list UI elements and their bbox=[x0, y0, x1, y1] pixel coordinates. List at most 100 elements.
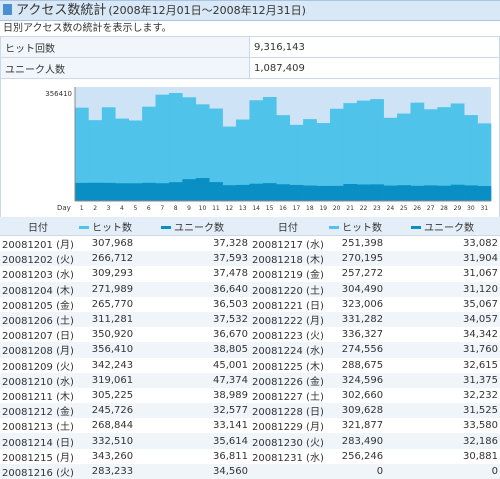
stats-icon bbox=[3, 4, 12, 15]
cell-unique: 31,760 bbox=[385, 342, 500, 358]
hits-bar bbox=[343, 103, 358, 201]
unique-bar bbox=[236, 184, 250, 201]
hits-bar bbox=[289, 124, 304, 201]
cell-hits: 270,195 bbox=[325, 251, 386, 267]
cell-date: 20081212 (金) bbox=[0, 403, 76, 419]
unique-bar bbox=[101, 182, 116, 201]
table-row: 20081201 (月) 307,968 37,328 20081217 (水) 251… bbox=[0, 235, 500, 252]
cell-date: 20081220 (土) bbox=[249, 281, 326, 297]
cell-hits: 265,770 bbox=[75, 296, 136, 312]
unique-bar bbox=[437, 185, 452, 201]
hits-bar bbox=[101, 107, 116, 201]
x-tick-label: 18 bbox=[306, 205, 314, 212]
table-row: 20081209 (火) 342,243 45,001 20081225 (木) 288… bbox=[0, 357, 500, 373]
unique-bar bbox=[343, 184, 358, 201]
unique-bar bbox=[222, 185, 237, 201]
unique-bar bbox=[464, 185, 478, 201]
cell-unique: 31,067 bbox=[385, 266, 500, 282]
cell-unique: 31,525 bbox=[385, 403, 500, 419]
cell-hits: 283,233 bbox=[75, 463, 136, 479]
cell-date: 20081231 (水) bbox=[249, 448, 326, 464]
hits-bar bbox=[437, 107, 452, 201]
x-tick-label: 17 bbox=[293, 205, 301, 212]
unique-bar bbox=[276, 184, 291, 201]
col-unique-header[interactable]: ユニーク数 bbox=[385, 217, 500, 236]
table-row: 20081208 (月) 356,410 38,805 20081224 (水) 274… bbox=[0, 342, 500, 358]
cell-unique: 34,342 bbox=[385, 327, 500, 343]
col-hits-header[interactable]: ヒット数 bbox=[75, 217, 136, 236]
summary-row-unique: ユニーク人数 1,087,409 bbox=[0, 57, 500, 79]
cell-date bbox=[249, 463, 326, 479]
cell-date: 20081222 (月) bbox=[249, 311, 326, 328]
cell-unique: 45,001 bbox=[135, 357, 250, 373]
unique-bar bbox=[182, 179, 197, 201]
cell-hits: 321,877 bbox=[325, 418, 386, 434]
x-tick-label: 26 bbox=[413, 205, 421, 212]
x-tick-label: 27 bbox=[427, 205, 435, 212]
cell-hits: 319,061 bbox=[75, 372, 136, 388]
table-row: 20081203 (水) 309,293 37,478 20081219 (金) 257… bbox=[0, 266, 500, 282]
cell-unique: 35,614 bbox=[135, 433, 250, 449]
cell-hits: 274,556 bbox=[325, 342, 386, 358]
hits-bar bbox=[397, 113, 411, 201]
cell-hits: 331,282 bbox=[325, 311, 386, 328]
cell-date: 20081225 (木) bbox=[249, 357, 326, 373]
cell-hits: 309,293 bbox=[75, 266, 136, 282]
hits-bar bbox=[356, 100, 371, 201]
hits-bar bbox=[75, 107, 89, 201]
cell-unique: 31,904 bbox=[385, 251, 500, 267]
col-unique-header[interactable]: ユニーク数 bbox=[135, 217, 250, 236]
table-row: 20081205 (金) 265,770 36,503 20081221 (日) 323… bbox=[0, 296, 500, 312]
unique-legend-icon bbox=[161, 226, 172, 229]
hits-bar bbox=[142, 106, 156, 201]
cell-date: 20081224 (水) bbox=[249, 342, 326, 358]
x-tick-label: 16 bbox=[279, 205, 287, 212]
daily-header-row: 日付 ヒット数 ユニーク数 日付 ヒット数 ユニーク数 bbox=[0, 217, 500, 236]
cell-date: 20081223 (火) bbox=[249, 327, 326, 343]
cell-date: 20081201 (月) bbox=[0, 235, 76, 252]
x-tick-label: 10 bbox=[199, 205, 207, 212]
x-axis-label: Day bbox=[57, 204, 71, 212]
cell-hits: 283,490 bbox=[325, 433, 386, 449]
unique-bar bbox=[316, 185, 331, 201]
hits-bar bbox=[383, 117, 398, 201]
col-date-header[interactable]: 日付 bbox=[0, 217, 76, 236]
cell-hits: 332,510 bbox=[75, 433, 136, 449]
cell-date: 20081228 (日) bbox=[249, 403, 326, 419]
cell-hits: 309,628 bbox=[325, 403, 386, 419]
unique-legend-icon bbox=[411, 226, 422, 229]
col-hits-header[interactable]: ヒット数 bbox=[325, 217, 386, 236]
cell-unique: 35,067 bbox=[385, 296, 500, 312]
cell-date: 20081211 (木) bbox=[0, 387, 76, 404]
x-tick-label: 5 bbox=[133, 205, 137, 212]
cell-unique: 33,082 bbox=[385, 235, 500, 252]
cell-hits: 311,281 bbox=[75, 311, 136, 328]
cell-date: 20081202 (火) bbox=[0, 251, 76, 267]
cell-hits: 271,989 bbox=[75, 281, 136, 297]
daily-chart: 356410 Day 1 2 3 4 5 6 7 8 9 10 11 12 13 14 15 16 17 18 19 20… bbox=[0, 79, 500, 217]
cell-date: 20081214 (日) bbox=[0, 433, 76, 449]
unique-bar bbox=[142, 182, 156, 201]
cell-unique: 47,374 bbox=[135, 372, 250, 388]
cell-unique: 37,532 bbox=[135, 311, 250, 328]
cell-hits: 356,410 bbox=[75, 342, 136, 358]
unique-bar bbox=[397, 185, 411, 201]
unique-bar bbox=[168, 182, 183, 201]
x-tick-label: 13 bbox=[239, 205, 247, 212]
cell-unique: 36,503 bbox=[135, 296, 250, 312]
cell-date: 20081209 (火) bbox=[0, 357, 76, 373]
col-date-header[interactable]: 日付 bbox=[249, 217, 326, 236]
x-tick-label: 6 bbox=[147, 205, 151, 212]
cell-unique: 31,375 bbox=[385, 372, 500, 388]
cell-date: 20081206 (土) bbox=[0, 311, 76, 328]
cell-unique: 36,811 bbox=[135, 448, 250, 464]
page-title-bar: アクセス数統計 (2008年12月01日～2008年12月31日) bbox=[0, 0, 500, 21]
cell-unique: 32,615 bbox=[385, 357, 500, 373]
table-row: 20081215 (月) 343,260 36,811 20081231 (水) 256… bbox=[0, 448, 500, 464]
hits-bar bbox=[168, 93, 183, 201]
x-tick-label: 11 bbox=[212, 205, 220, 212]
unique-bar bbox=[477, 186, 492, 201]
unique-bar bbox=[195, 178, 210, 201]
cell-unique: 37,593 bbox=[135, 251, 250, 267]
hits-bar bbox=[222, 126, 237, 201]
